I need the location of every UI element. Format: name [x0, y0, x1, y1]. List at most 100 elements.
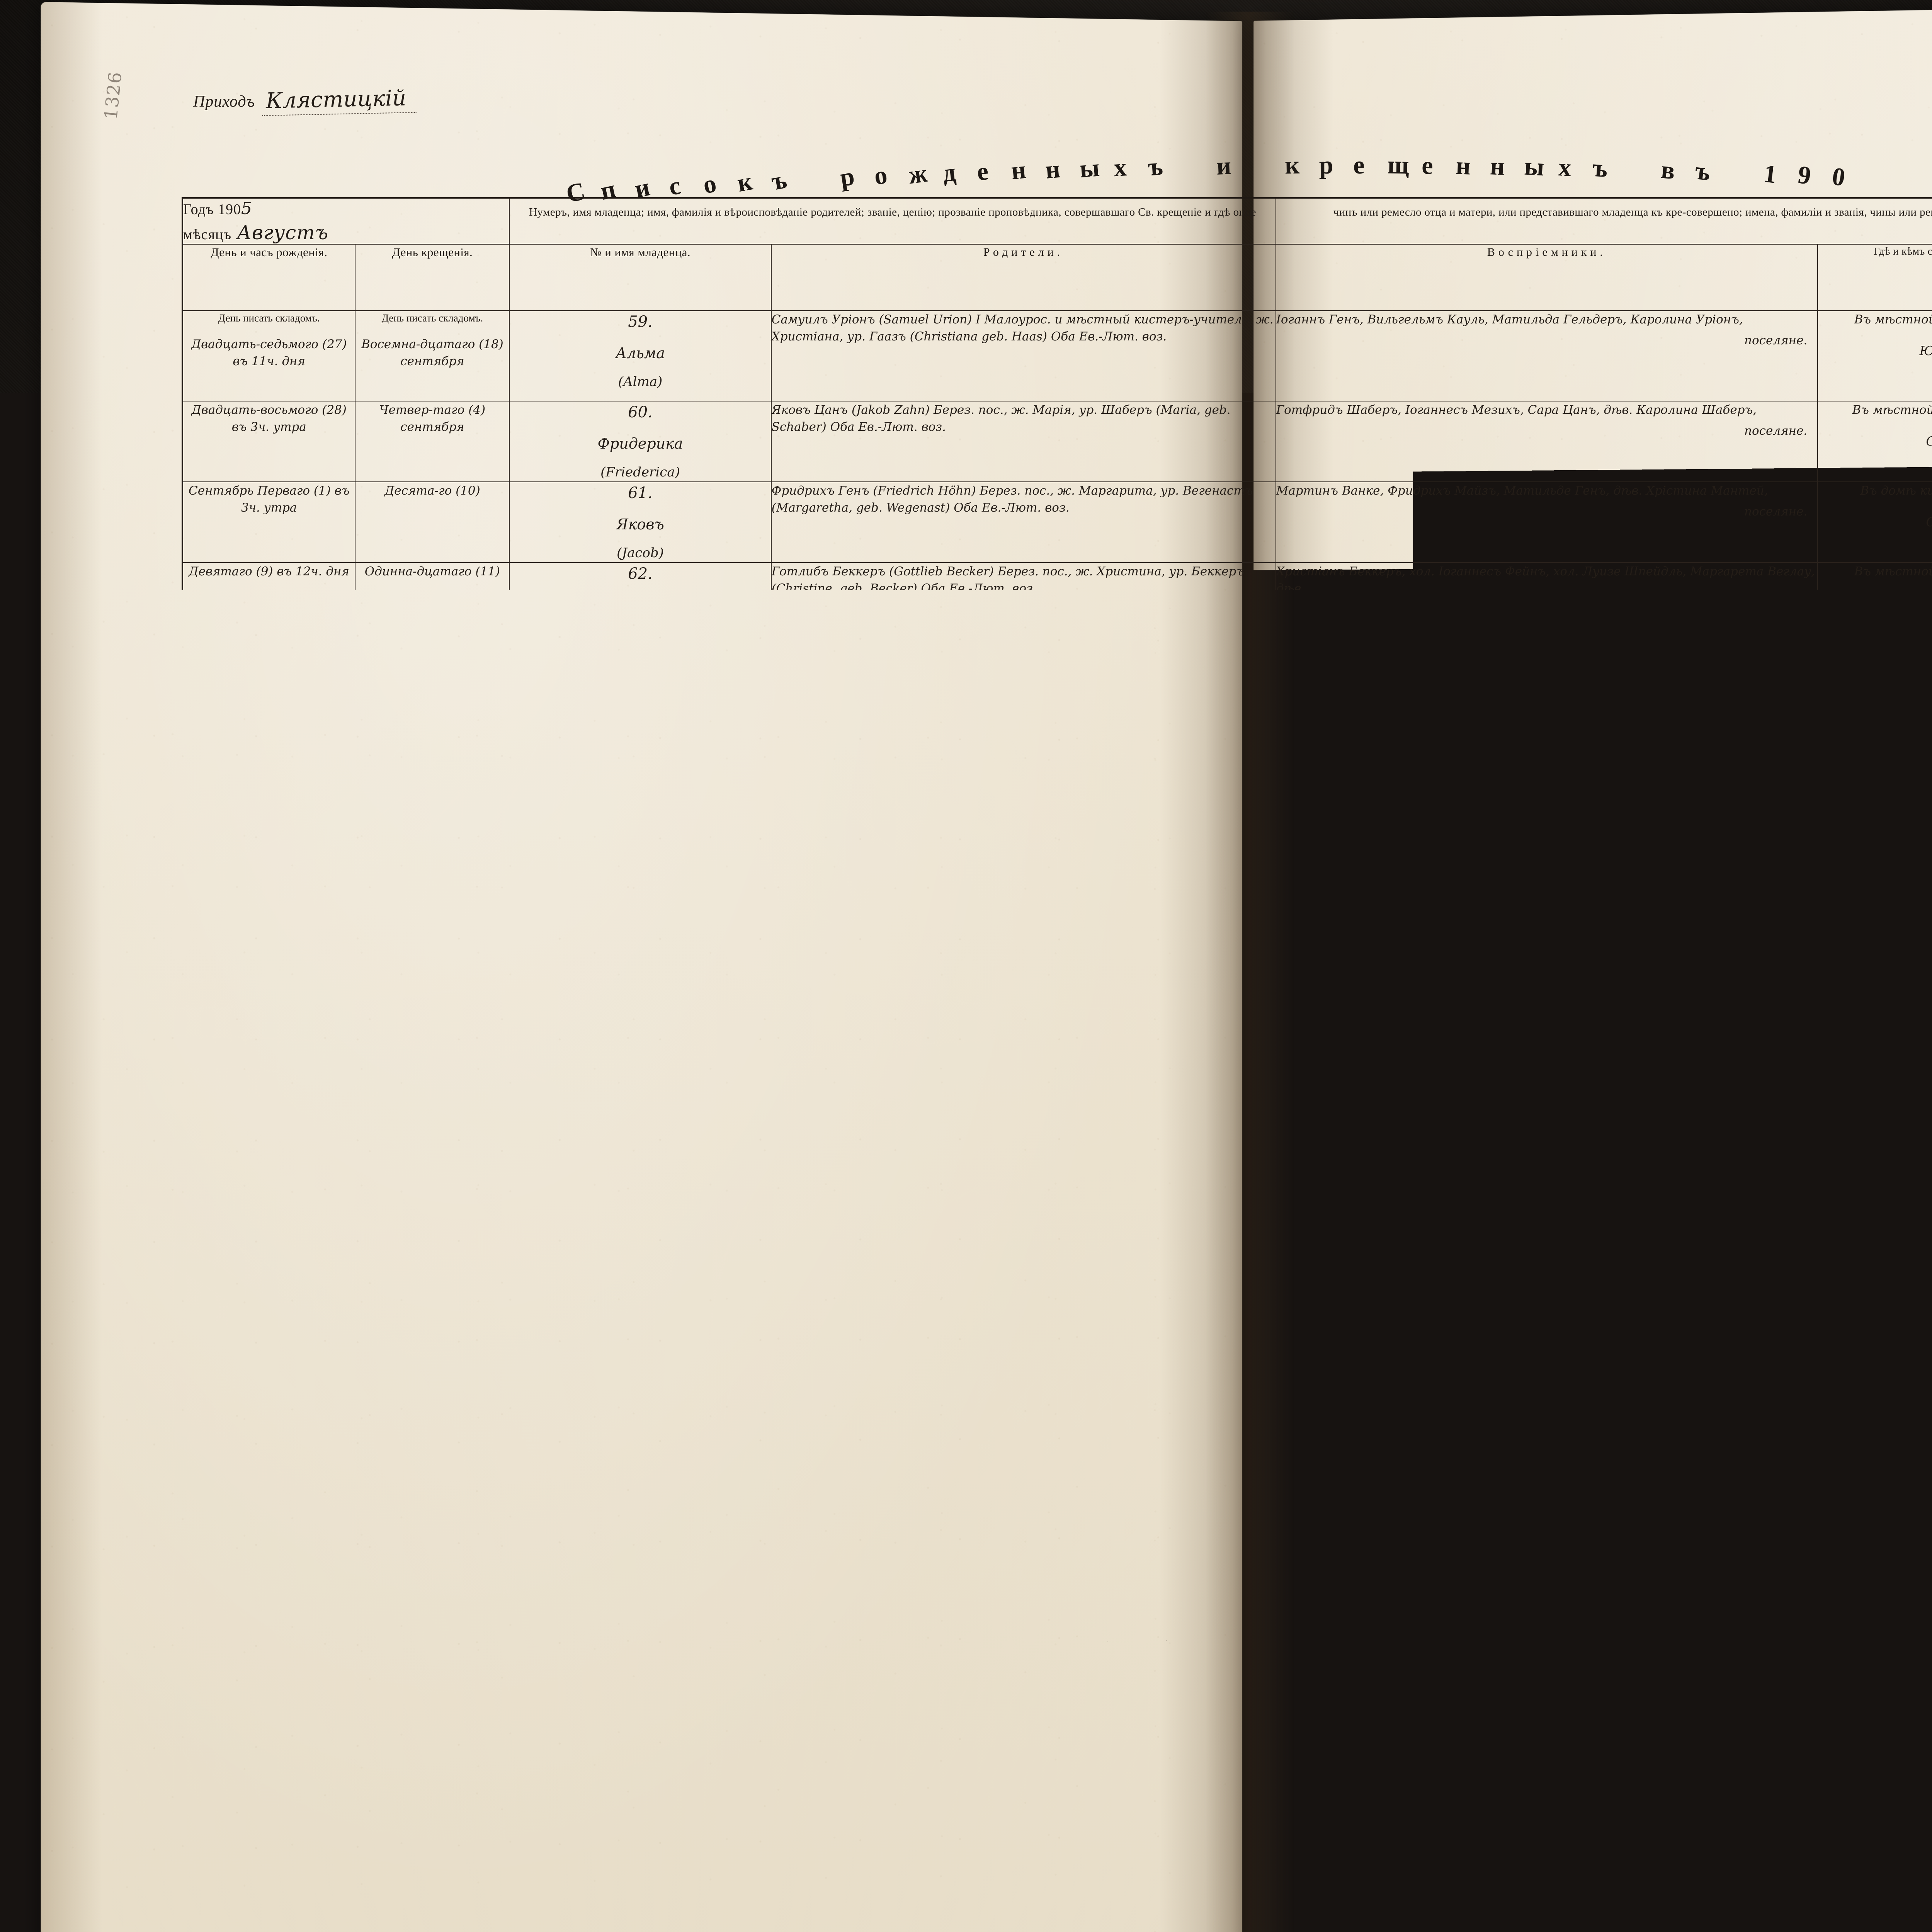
cell-birth-date: Сентябрь Перваго (1) въ 3ч. утра	[182, 482, 355, 563]
cell-baptism-date: тоже.	[355, 805, 509, 886]
birth-instruction: День писать складомъ.	[183, 311, 355, 326]
cell-baptism-date: Двадца-таго (20)	[355, 886, 509, 967]
child-name-cyrillic: Матильда	[510, 918, 770, 939]
birth-date-value: Октябрь Перваго (1) въ ½ 2ч. дня	[183, 725, 355, 759]
screenshot-viewport: Приходъ Клястицкій 1326 173 Списокъ рожд…	[0, 0, 1932, 1932]
baptism-place: Въ мѣстной церкви пастор.	[1818, 644, 1932, 661]
baptism-officiant: С. Уріонъ	[1818, 432, 1932, 451]
baptism-place: Въ домѣ кисте-ра кисторомъ	[1818, 482, 1932, 500]
baptism-place: Въ мѣстной церкви пасторомъ	[1818, 311, 1932, 328]
cell-child: 62. Христина (Christina)	[509, 563, 771, 643]
page-title-char	[1182, 152, 1191, 182]
birth-date-value: Четвер-таго (4) въ 9ч. утра	[183, 886, 355, 920]
sponsors-names: Мартинъ Ванке, Фридрихъ Майзъ, Матильде …	[1276, 482, 1818, 499]
cell-where-baptized: тоже	[1818, 805, 1932, 886]
birth-register-table: Годъ 1905 мѣсяцъ Августъ Нумеръ, имя млад…	[182, 197, 1932, 985]
entry-number: 66.	[510, 886, 770, 908]
child-name-latin: (Arthur)	[510, 867, 770, 885]
cell-where-baptized: Въ мѣстной церкви пасторомъ Ю. Петерс	[1818, 311, 1932, 401]
baptism-officiant: С. Уріонъ	[1818, 917, 1932, 935]
page-title-char: щ	[1387, 151, 1411, 180]
cell-baptism-date: Восем-надца-таго (18)	[355, 643, 509, 724]
cell-where-baptized: Въ мѣстной церкви кистѣ. С. Уріонъ	[1818, 724, 1932, 805]
cell-child: 64. Матильда (Mathilde)	[509, 724, 771, 805]
page-title-char: о	[872, 160, 891, 191]
cell-sponsors: Мартинъ Ванке, Фридрихъ Майзъ, Матильде …	[1276, 482, 1818, 563]
sponsors-names: Іоганнъ Генъ, Вильгельмъ Кауль, Матильда…	[1276, 311, 1818, 328]
sponsors-names: Готфридъ Шаберъ, Іоганнесъ Мезихъ, Сара …	[1276, 401, 1818, 418]
child-name-latin: (Christina)	[510, 624, 770, 643]
cell-parents: Матеусъ Герингъ (Matthäus Gehring) Берез…	[771, 643, 1276, 724]
birth-date-value: Двадцать-седьмого (27) въ 11ч. дня	[183, 336, 355, 370]
year-line: Годъ 1905	[183, 199, 509, 218]
page-title-char: р	[838, 162, 858, 193]
child-name-cyrillic: Яковъ	[510, 514, 770, 535]
page-title-char: ъ	[1592, 153, 1610, 184]
subheader-sponsors-label: Воспріемники.	[1487, 246, 1606, 259]
subheader-where-label: Гдѣ и кѣмъ совершено Св. крещеніе.	[1874, 245, 1932, 257]
entry-number: 62.	[510, 563, 770, 585]
child-name-latin: (Alma)	[510, 372, 770, 391]
subheader-birth-day: День и часъ рожденія.	[182, 244, 355, 311]
sponsors-names: Фридрихъ Гротенбергеръ, Готлибъ Кемпфъ, …	[1276, 644, 1818, 678]
cell-parents: Христіанъ Нилль (Christian Nill) Бер. по…	[771, 724, 1276, 805]
birth-date-value: Сентябрь Перваго (1) въ 3ч. утра	[183, 482, 355, 516]
cell-where-baptized: Въ мѣстной церкви кисте-ромъС. Уріонъ	[1818, 401, 1932, 482]
children-description-header: Нумеръ, имя младенца; имя, фамилія и вѣр…	[509, 198, 1276, 244]
sponsors-description-text: чинъ или ремесло отца и матери, или пред…	[1276, 199, 1932, 226]
baptism-date-value: Восемна-дцатаго (18) сентября	[355, 336, 509, 370]
entry-number: 59.	[510, 311, 770, 333]
cell-child: 63. Яковъ (Jacob)	[509, 643, 771, 724]
year-label: Годъ 190	[183, 201, 241, 218]
header-band-1: Годъ 1905 мѣсяцъ Августъ Нумеръ, имя млад…	[182, 198, 1932, 244]
page-title-char: н	[1456, 151, 1473, 181]
child-name-latin: (Mathilde)	[510, 947, 770, 966]
baptism-date-value: Четвер-таго (4) сентября	[355, 401, 509, 435]
subheader-child: № и имя младенца.	[509, 244, 771, 311]
table-row: Сентябрь Перваго (1) въ 3ч. утра Десята-г…	[182, 482, 1932, 563]
parish-label: Приходъ	[193, 92, 255, 111]
baptism-place: Въ мѣстной церкви кисторомъ	[1818, 563, 1932, 580]
baptism-date-value: Одинна-дцатаго (11)	[355, 563, 509, 580]
sponsors-status: поселяне.	[1276, 907, 1818, 924]
baptism-date-value: тоже.	[355, 806, 509, 823]
page-title-char: к	[1285, 151, 1301, 180]
sponsors-names: Готлибъ Цанъ, хол. Каролина Нилль, дѣв. …	[1276, 725, 1818, 742]
cell-baptism-date: Четвер-таго (4) сентября	[355, 401, 509, 482]
table-row: День писать складомъ. Двадцать-седьмого (…	[182, 311, 1932, 401]
cell-birth-date: Четвер-таго (4) въ 9ч. утра	[182, 886, 355, 967]
register-body: День писать складомъ. Двадцать-седьмого (…	[182, 311, 1932, 983]
page-title-char: е	[1421, 151, 1435, 181]
table-row: Октябрь Перваго (1) въ ½ 2ч. дня Девята-г…	[182, 724, 1932, 805]
page-title-char: ж	[907, 158, 930, 190]
entry-number: 60.	[510, 401, 770, 423]
page-title-char: ы	[1078, 153, 1102, 184]
child-name-cyrillic: Матильда	[510, 757, 770, 777]
baptism-place: Въ домѣ кисте-ра кисторомъ	[1818, 886, 1932, 904]
child-name-latin: (Friederica)	[510, 463, 770, 481]
month-label: мѣсяцъ	[183, 226, 231, 243]
page-title-char: д	[941, 158, 959, 189]
page-title-char: 9	[1796, 160, 1814, 191]
cell-birth-date: Девятаго (9) въ 12ч. дня	[182, 563, 355, 643]
page-title-char: ъ	[1147, 152, 1165, 182]
page-title-char: н	[1010, 155, 1029, 186]
subheader-birth-day-label: День и часъ рожденія.	[211, 245, 327, 259]
page-title-char: 0	[1830, 162, 1849, 193]
baptism-place: тоже	[1818, 806, 1932, 823]
baptism-officiant: С. Уріонъ	[1818, 594, 1932, 612]
table-row: Двадцать-восьмого (28) въ 3ч. утра Четвер…	[182, 401, 1932, 482]
subheader-baptism-day: День крещенія.	[355, 244, 509, 311]
header-band-2: День и часъ рожденія. День крещенія. № и…	[182, 244, 1932, 311]
subheader-where: Гдѣ и кѣмъ совершено Св. крещеніе.	[1818, 244, 1932, 311]
table-row: Девятаго (9) въ 12ч. дня Одинна-дцатаго (…	[182, 563, 1932, 643]
child-name-latin: (Jacob)	[510, 705, 770, 724]
cell-parents: Самуилъ Уріонъ (Samuel Urion) I Малоурос…	[771, 311, 1276, 401]
baptism-date-value: Девята-го (9)	[355, 725, 509, 742]
page-title-char: х	[1113, 153, 1129, 183]
baptism-place: Въ мѣстной церкви кистѣ.	[1818, 725, 1932, 742]
sponsors-status: поселяне.	[1276, 746, 1818, 763]
birth-date-value: Девятаго (9) въ 5ч. дня	[183, 644, 355, 661]
cell-baptism-date: Девята-го (9)	[355, 724, 509, 805]
page-title-char: е	[975, 156, 991, 187]
